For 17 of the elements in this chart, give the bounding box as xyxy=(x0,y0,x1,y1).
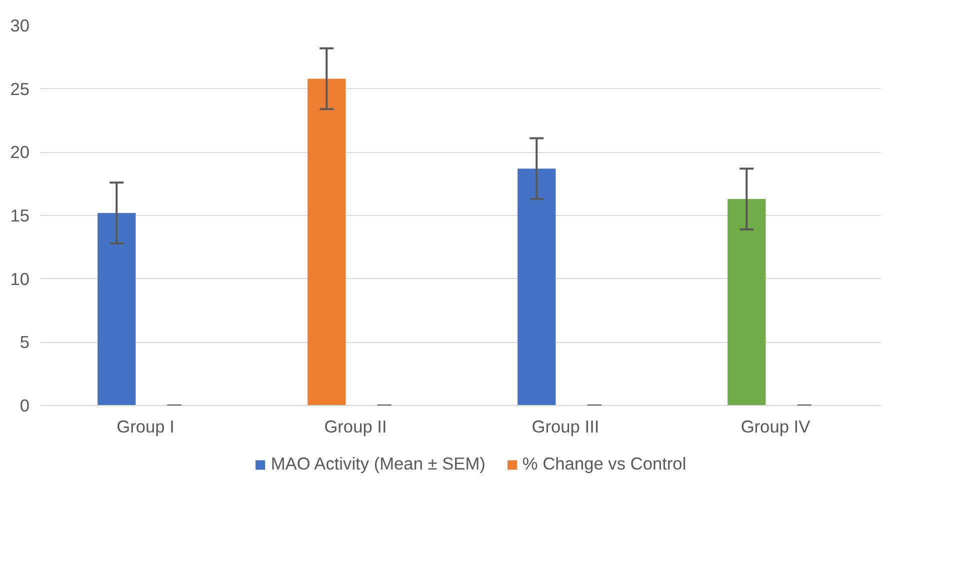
y-tick-label: 15 xyxy=(10,206,30,226)
y-tick-label: 30 xyxy=(10,16,30,36)
bar xyxy=(308,78,346,406)
legend-label: % Change vs Control xyxy=(522,454,686,474)
y-tick-label: 0 xyxy=(20,396,30,416)
x-tick-label: Group II xyxy=(324,416,387,436)
y-tick-label: 25 xyxy=(10,78,30,99)
bar xyxy=(518,168,556,406)
x-tick-label: Group IV xyxy=(740,416,811,436)
y-tick-label: 10 xyxy=(10,268,30,289)
y-tick-label: 20 xyxy=(10,142,30,162)
bar xyxy=(98,212,136,406)
bar xyxy=(728,199,766,406)
x-tick-label: Group III xyxy=(532,416,600,436)
legend-label: MAO Activity (Mean ± SEM) xyxy=(270,454,486,474)
x-tick-label: Group I xyxy=(116,416,174,436)
y-tick-label: 5 xyxy=(20,332,30,352)
